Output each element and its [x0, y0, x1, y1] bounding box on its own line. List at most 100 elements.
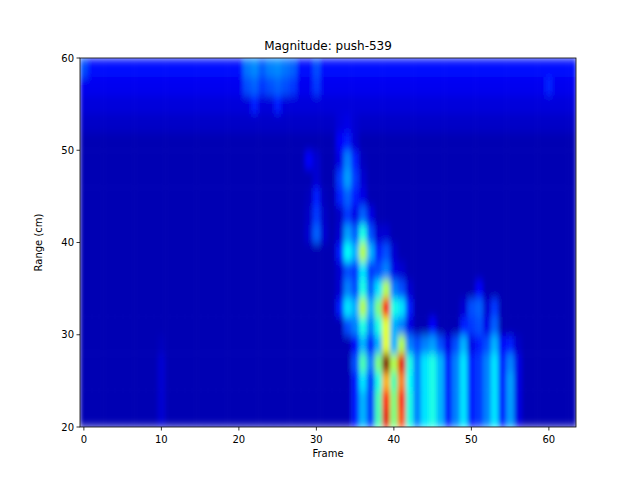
heatmap-cell	[88, 353, 96, 372]
heatmap-cell	[134, 58, 142, 77]
heatmap-cell	[103, 372, 111, 391]
heatmap-cell	[537, 206, 545, 225]
heatmap-cell	[537, 76, 545, 95]
heatmap-cell	[111, 261, 119, 280]
heatmap-cell	[266, 316, 274, 335]
heatmap-cell	[429, 353, 437, 372]
heatmap-cell	[328, 169, 336, 188]
heatmap-cell	[196, 76, 204, 95]
heatmap-cell	[274, 316, 282, 335]
heatmap-cell	[235, 353, 243, 372]
heatmap-cell	[382, 206, 390, 225]
heatmap-cell	[344, 132, 352, 151]
heatmap-cell	[196, 261, 204, 280]
heatmap-cell	[235, 58, 243, 77]
heatmap-cell	[227, 113, 235, 132]
heatmap-cell	[173, 150, 181, 169]
heatmap-cell	[398, 58, 406, 77]
heatmap-cell	[537, 261, 545, 280]
heatmap-cell	[173, 169, 181, 188]
heatmap-cell	[196, 316, 204, 335]
heatmap-cell	[537, 113, 545, 132]
heatmap-cell	[289, 409, 297, 427]
heatmap-cell	[499, 372, 507, 391]
heatmap-cell	[499, 224, 507, 243]
heatmap-cell	[344, 353, 352, 372]
heatmap-cell	[499, 95, 507, 114]
heatmap-cell	[134, 409, 142, 427]
x-tick-label: 60	[543, 434, 556, 445]
heatmap-cell	[452, 224, 460, 243]
heatmap-cell	[165, 261, 173, 280]
heatmap-cell	[173, 409, 181, 427]
heatmap-cell	[468, 372, 476, 391]
heatmap-cell	[359, 187, 367, 206]
heatmap-cell	[212, 76, 220, 95]
heatmap-cell	[243, 353, 251, 372]
heatmap-cell	[406, 95, 414, 114]
heatmap-cell	[530, 390, 538, 409]
heatmap-cell	[111, 150, 119, 169]
heatmap-cell	[142, 298, 150, 317]
heatmap-cell	[181, 316, 189, 335]
heatmap-cell	[266, 169, 274, 188]
heatmap-cell	[297, 279, 305, 298]
heatmap-cell	[235, 261, 243, 280]
heatmap-cell	[196, 187, 204, 206]
heatmap-cell	[165, 243, 173, 262]
heatmap-cell	[561, 224, 569, 243]
heatmap-cell	[460, 150, 468, 169]
heatmap-cell	[258, 316, 266, 335]
y-tick	[77, 150, 81, 151]
heatmap-cell	[452, 206, 460, 225]
heatmap-cell	[96, 76, 104, 95]
heatmap-cell	[444, 132, 452, 151]
heatmap-cell	[142, 206, 150, 225]
heatmap-cell	[289, 95, 297, 114]
heatmap-cell	[235, 335, 243, 354]
heatmap-cell	[96, 187, 104, 206]
heatmap-cell	[119, 169, 127, 188]
heatmap-cell	[328, 335, 336, 354]
heatmap-cell	[398, 206, 406, 225]
heatmap-cell	[359, 372, 367, 391]
heatmap-cell	[429, 187, 437, 206]
heatmap-cell	[344, 76, 352, 95]
heatmap-cell	[468, 169, 476, 188]
heatmap-cell	[173, 224, 181, 243]
heatmap-cell	[506, 95, 514, 114]
heatmap-cell	[398, 316, 406, 335]
heatmap-cell	[235, 206, 243, 225]
heatmap-cell	[406, 169, 414, 188]
heatmap-cell	[406, 353, 414, 372]
heatmap-cell	[220, 95, 228, 114]
heatmap-cell	[413, 279, 421, 298]
heatmap-cell	[103, 206, 111, 225]
heatmap-cell	[227, 132, 235, 151]
heatmap-cell	[553, 206, 561, 225]
heatmap-cell	[96, 279, 104, 298]
heatmap-cell	[491, 169, 499, 188]
heatmap-cell	[274, 169, 282, 188]
heatmap-cell	[483, 353, 491, 372]
heatmap-cell	[80, 206, 88, 225]
heatmap-cell	[413, 187, 421, 206]
heatmap-cell	[297, 224, 305, 243]
heatmap-cell	[506, 243, 514, 262]
heatmap-cell	[313, 113, 321, 132]
heatmap-cell	[243, 243, 251, 262]
heatmap-cell	[328, 58, 336, 77]
heatmap-cell	[483, 409, 491, 427]
heatmap-cell	[336, 76, 344, 95]
heatmap-cell	[305, 224, 313, 243]
heatmap-cell	[103, 58, 111, 77]
heatmap-cell	[553, 409, 561, 427]
heatmap-cell	[134, 95, 142, 114]
heatmap-cell	[103, 335, 111, 354]
heatmap-cell	[561, 372, 569, 391]
heatmap-cell	[274, 58, 282, 77]
heatmap-cell	[336, 335, 344, 354]
heatmap-cell	[212, 187, 220, 206]
heatmap-cell	[367, 206, 375, 225]
heatmap-cell	[150, 150, 158, 169]
